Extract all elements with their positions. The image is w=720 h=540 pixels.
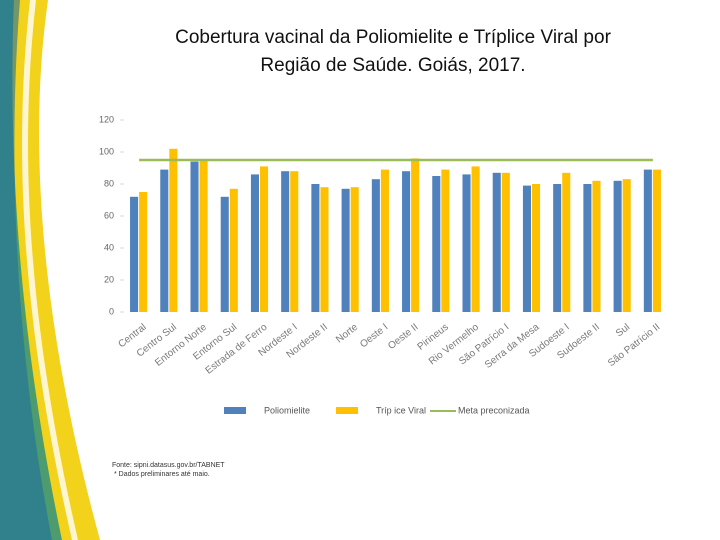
legend-label: Meta preconizada	[458, 405, 530, 415]
bar	[341, 188, 350, 312]
y-tick-label: 100	[99, 146, 114, 156]
bar	[492, 172, 501, 312]
legend-swatch	[224, 407, 246, 414]
bar	[402, 171, 411, 312]
bar	[190, 161, 199, 312]
yellow-swoosh	[12, 0, 100, 540]
bar	[320, 187, 329, 312]
bar	[652, 169, 661, 312]
y-tick-label: 120	[99, 114, 114, 124]
y-tick-label: 40	[104, 242, 114, 252]
bar	[160, 169, 169, 312]
bar	[643, 169, 652, 312]
bar	[130, 196, 139, 312]
bar	[220, 196, 229, 312]
bar	[432, 176, 441, 312]
bar	[169, 148, 178, 312]
blue-swoosh	[0, 0, 52, 540]
bar	[371, 179, 380, 312]
bar	[471, 166, 480, 312]
bar	[250, 174, 259, 312]
bar	[281, 171, 290, 312]
legend-swatch	[336, 407, 358, 414]
bar	[290, 171, 299, 312]
title-line: Região de Saúde. Goiás, 2017.	[260, 55, 525, 76]
bar	[311, 184, 320, 312]
bar	[350, 187, 359, 312]
bar	[229, 188, 238, 312]
bar	[441, 169, 450, 312]
bar	[501, 172, 510, 312]
bar	[583, 184, 592, 312]
bar	[260, 166, 269, 312]
white-swoosh	[22, 0, 78, 540]
bar	[411, 158, 420, 312]
bar	[532, 184, 541, 312]
bar	[622, 179, 631, 312]
decoration	[0, 0, 100, 540]
legend-label: Tríp ice Viral	[376, 405, 426, 415]
bar	[553, 184, 562, 312]
bar	[562, 172, 571, 312]
bar	[592, 180, 601, 312]
y-tick-label: 80	[104, 178, 114, 188]
note: * Dados preliminares até maio.	[114, 471, 210, 478]
y-tick-label: 20	[104, 274, 114, 284]
y-tick-label: 0	[109, 306, 114, 316]
bar	[522, 185, 531, 312]
title-line: Cobertura vacinal da Poliomielite e Tríp…	[175, 27, 611, 48]
y-tick-label: 60	[104, 210, 114, 220]
bar	[613, 180, 622, 312]
legend-label: Poliomielite	[264, 405, 310, 415]
bar	[139, 192, 148, 312]
source: Fonte: sipni.datasus.gov.br/TABNET	[112, 462, 225, 469]
bar	[380, 169, 389, 312]
bar	[462, 174, 471, 312]
bar	[199, 160, 208, 312]
